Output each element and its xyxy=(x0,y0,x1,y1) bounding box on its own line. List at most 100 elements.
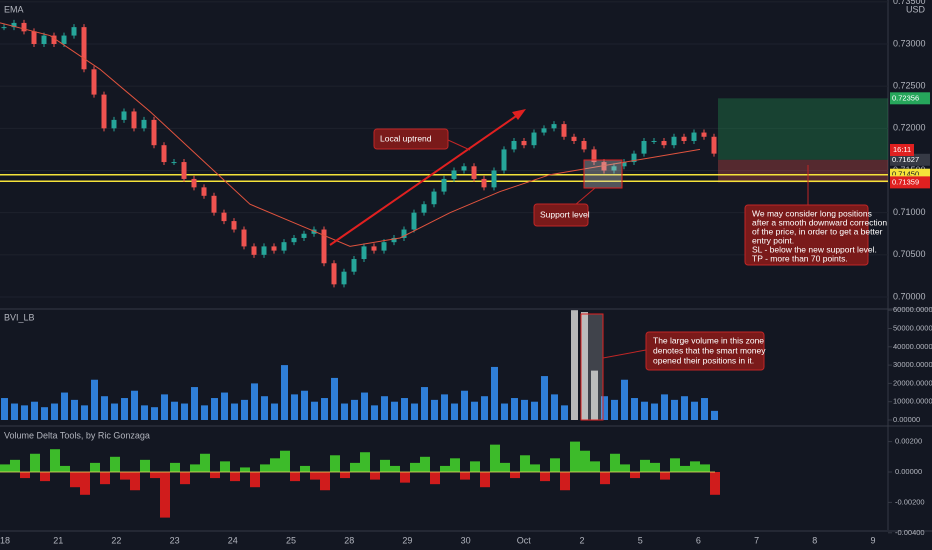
delta-bar xyxy=(50,449,60,472)
delta-bar xyxy=(560,472,570,491)
note-text: entry point. xyxy=(752,235,794,245)
volume-bar xyxy=(441,394,448,420)
volume-bar xyxy=(331,377,338,420)
delta-bar xyxy=(130,472,140,491)
candle xyxy=(461,166,467,171)
volume-bar xyxy=(531,401,538,420)
note-text: Local uptrend xyxy=(380,133,432,143)
candle xyxy=(551,124,557,129)
delta-bar xyxy=(450,458,460,472)
volume-bar xyxy=(511,398,518,420)
x-tick-label: 21 xyxy=(53,535,63,545)
volume-bar xyxy=(171,401,178,420)
volume-bar xyxy=(491,366,498,420)
candle xyxy=(621,162,627,167)
currency: USD xyxy=(906,4,926,14)
delta-bar xyxy=(290,472,300,482)
y-tick-label: -0.00200 xyxy=(895,497,925,506)
candle xyxy=(61,35,67,44)
volume-bar xyxy=(121,398,128,420)
countdown-bg xyxy=(890,144,914,156)
delta-bar xyxy=(70,472,80,488)
delta-bar xyxy=(220,461,230,472)
y-tick-label: 20000.00000 xyxy=(893,378,932,387)
volume-bar xyxy=(611,399,618,420)
candle xyxy=(581,140,587,150)
delta-bar xyxy=(360,452,370,472)
candle xyxy=(181,162,187,179)
candle xyxy=(31,31,37,44)
volume-bar xyxy=(311,401,318,420)
delta-bar xyxy=(350,462,360,472)
y-tick-label: 30000.00000 xyxy=(893,360,932,369)
note-text: of the price, in order to get a better xyxy=(752,226,883,236)
y-tick-label: 0.00000 xyxy=(893,415,920,424)
volume-bar xyxy=(301,390,308,420)
arrow-head xyxy=(512,109,526,120)
volume-bar xyxy=(281,365,288,420)
x-tick-label: 2 xyxy=(579,535,584,545)
price-label-bg xyxy=(890,92,930,105)
delta-bar xyxy=(0,464,10,472)
volume-bar xyxy=(591,370,598,420)
volume-bar xyxy=(181,403,188,420)
delta-bar xyxy=(380,459,390,472)
note-text: opened their positions in it. xyxy=(653,355,754,365)
candle xyxy=(661,140,667,146)
volume-bar xyxy=(201,405,208,420)
candle xyxy=(401,229,407,238)
delta-bar xyxy=(400,472,410,483)
note-text: after a smooth downward correction xyxy=(752,217,887,227)
delta-bar xyxy=(640,459,650,472)
note-pointer xyxy=(602,349,647,359)
candle xyxy=(491,170,497,188)
y-tick-label: 0.00200 xyxy=(895,437,922,446)
volume-bar xyxy=(681,396,688,420)
delta-bar xyxy=(250,472,260,488)
x-tick-label: 7 xyxy=(754,535,759,545)
volume-bar xyxy=(111,403,118,420)
y-tick-label: -0.00400 xyxy=(895,528,925,537)
delta-bar xyxy=(430,472,440,485)
volume-bar xyxy=(141,405,148,420)
delta-bar xyxy=(140,459,150,472)
take-profit-zone xyxy=(718,98,888,160)
candle xyxy=(571,136,577,141)
delta-bar xyxy=(530,464,540,472)
x-tick-label: 6 xyxy=(696,535,701,545)
volume-bar xyxy=(401,398,408,420)
volume-bar xyxy=(451,403,458,420)
volume-bar xyxy=(71,399,78,420)
volume-bar xyxy=(641,401,648,420)
x-tick-label: 24 xyxy=(228,535,238,545)
delta-bar xyxy=(620,464,630,472)
volume-bar xyxy=(571,310,578,420)
candle xyxy=(241,229,247,247)
candle xyxy=(371,246,377,251)
note-text: We may consider long positions xyxy=(752,208,872,218)
candle xyxy=(81,27,87,70)
candle xyxy=(531,132,537,146)
candle xyxy=(601,162,607,171)
pane-label: BVI_LB xyxy=(4,312,35,322)
candle xyxy=(11,22,17,28)
note-text: The large volume in this zone xyxy=(653,335,764,345)
delta-bar xyxy=(300,465,310,472)
candle xyxy=(591,149,597,163)
candle xyxy=(431,191,437,205)
x-tick-label: 22 xyxy=(111,535,121,545)
y-tick-label: 0.73000 xyxy=(893,38,926,48)
x-tick-label: 23 xyxy=(170,535,180,545)
y-tick-label: 10000.00000 xyxy=(893,397,932,406)
volume-bar xyxy=(221,392,228,420)
delta-bar xyxy=(510,472,520,479)
delta-bar xyxy=(330,455,340,472)
volume-bar xyxy=(261,396,268,420)
volume-bar xyxy=(321,398,328,420)
x-tick-label: 9 xyxy=(870,535,875,545)
candle xyxy=(191,178,197,188)
delta-bar xyxy=(550,458,560,472)
candle xyxy=(251,246,257,255)
delta-bar xyxy=(420,456,430,472)
